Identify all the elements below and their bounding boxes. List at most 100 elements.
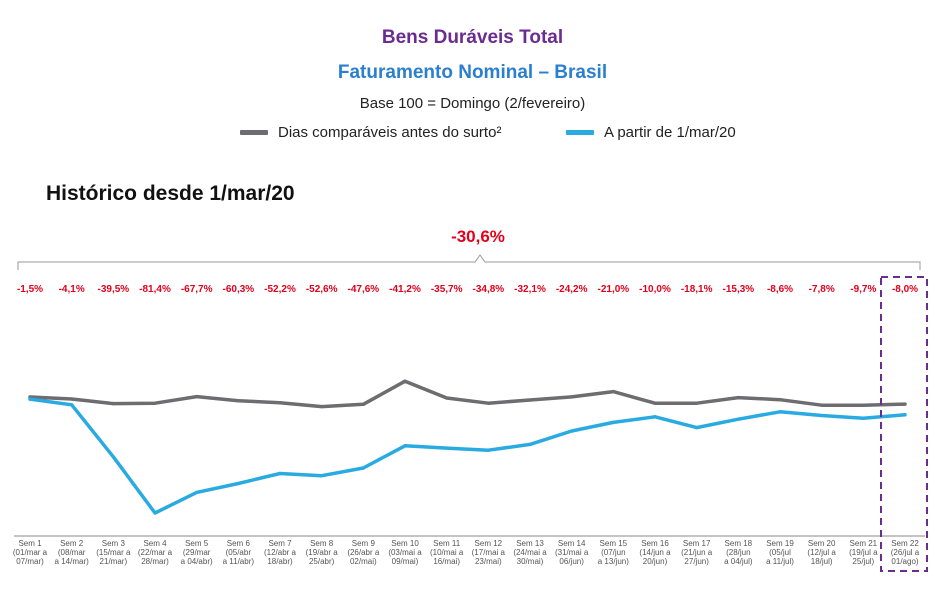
- data-point-after: [195, 490, 199, 494]
- total-bracket: [17, 254, 921, 270]
- data-point-before: [320, 404, 324, 409]
- weekly-change-label: -24,2%: [556, 284, 588, 295]
- section-title: Histórico desde 1/mar/20: [46, 182, 295, 205]
- data-point-before: [361, 402, 365, 406]
- data-point-after: [361, 466, 365, 470]
- data-point-after: [445, 446, 449, 450]
- data-point-before: [695, 401, 699, 405]
- data-point-before: [195, 394, 199, 399]
- weekly-change-label: -4,1%: [59, 284, 85, 295]
- data-point-before: [570, 395, 574, 399]
- weekly-change-label: -15,3%: [722, 284, 754, 295]
- data-point-after: [778, 410, 782, 414]
- x-tick-label: Sem 14 (31/mai a 06/jun): [555, 539, 589, 566]
- x-tick-label: Sem 16 (14/jun a 20/jun): [639, 539, 671, 566]
- weekly-change-label: -9,7%: [850, 284, 876, 295]
- x-tick-label: Sem 11 (10/mai a 16/mai): [430, 539, 464, 566]
- weekly-change-label: -34,8%: [472, 284, 504, 295]
- x-tick-label: Sem 5 (29/mar a 04/abr): [181, 539, 213, 566]
- weekly-change-label: -32,1%: [514, 284, 546, 295]
- x-tick-label: Sem 6 (05/abr a 11/abr): [223, 539, 255, 566]
- total-change-label: -30,6%: [451, 227, 505, 246]
- data-point-after: [528, 442, 532, 447]
- data-point-before: [153, 401, 157, 405]
- data-point-before: [820, 403, 824, 407]
- data-point-after: [861, 416, 865, 420]
- data-point-after: [695, 426, 699, 430]
- data-point-before: [653, 401, 657, 405]
- x-tick-label: Sem 7 (12/abr a 18/abr): [264, 539, 297, 566]
- data-point-after: [653, 415, 657, 419]
- data-point-after: [70, 403, 74, 407]
- data-point-after: [820, 413, 824, 418]
- data-point-after: [486, 448, 490, 452]
- legend-swatch-gray: [240, 130, 268, 135]
- data-point-before: [486, 401, 490, 405]
- weekly-change-label: -67,7%: [181, 284, 213, 295]
- weekly-change-label: -18,1%: [681, 284, 713, 295]
- legend-item-after: A partir de 1/mar/20: [566, 124, 736, 141]
- weekly-change-label: -52,2%: [264, 284, 296, 295]
- data-point-after: [403, 444, 407, 448]
- legend-swatch-blue: [566, 130, 594, 135]
- x-tick-label: Sem 12 (17/mai a 23/mai): [472, 539, 506, 566]
- data-point-after: [236, 481, 240, 486]
- x-tick-label: Sem 22 (26/jul a 01/ago): [891, 539, 920, 566]
- weekly-change-label: -8,6%: [767, 284, 793, 295]
- data-point-before: [528, 398, 532, 402]
- x-tick-label: Sem 18 (28/jun a 04/jul): [724, 539, 753, 566]
- weekly-change-label: -35,7%: [431, 284, 463, 295]
- legend-label-before: Dias comparáveis antes do surto²: [278, 124, 502, 141]
- weekly-change-label: -10,0%: [639, 284, 671, 295]
- weekly-change-label: -1,5%: [17, 284, 43, 295]
- data-point-after: [570, 429, 574, 433]
- x-tick-label: Sem 4 (22/mar a 28/mar): [138, 539, 173, 566]
- weekly-change-label: -47,6%: [347, 284, 379, 295]
- data-point-before: [736, 395, 740, 400]
- x-tick-label: Sem 19 (05/jul a 11/jul): [766, 539, 794, 566]
- data-point-before: [403, 379, 407, 383]
- data-point-before: [903, 402, 907, 406]
- x-tick-label: Sem 2 (08/mar a 14/mar): [55, 539, 90, 566]
- data-point-after: [611, 420, 615, 425]
- legend-item-before: Dias comparáveis antes do surto²: [240, 124, 501, 141]
- data-point-after: [153, 511, 157, 515]
- data-point-before: [236, 399, 240, 403]
- data-point-before: [111, 402, 115, 406]
- x-tick-label: Sem 20 (12/jul a 18/jul): [807, 539, 836, 566]
- data-point-after: [111, 455, 115, 459]
- weekly-change-label: -21,0%: [597, 284, 629, 295]
- weekly-change-label: -52,6%: [306, 284, 338, 295]
- x-tick-label: Sem 3 (15/mar a 21/mar): [96, 539, 131, 566]
- series-line-before: [28, 379, 907, 409]
- base-note: Base 100 = Domingo (2/fevereiro): [359, 95, 586, 112]
- x-tick-label: Sem 1 (01/mar a 07/mar): [13, 539, 48, 566]
- weekly-change-label: -81,4%: [139, 284, 171, 295]
- data-point-after: [278, 471, 282, 476]
- weekly-change-label: -41,2%: [389, 284, 421, 295]
- data-point-after: [903, 413, 907, 417]
- data-point-after: [736, 417, 740, 421]
- weekly-change-label: -39,5%: [97, 284, 129, 295]
- legend-label-after: A partir de 1/mar/20: [604, 124, 736, 141]
- data-point-before: [278, 401, 282, 405]
- chart-subtitle: Faturamento Nominal – Brasil: [337, 62, 608, 83]
- data-point-before: [778, 398, 782, 402]
- x-tick-label: Sem 8 (19/abr a 25/abr): [306, 539, 339, 566]
- data-point-before: [611, 390, 615, 394]
- data-point-before: [445, 396, 449, 400]
- weekly-change-label: -7,8%: [809, 284, 835, 295]
- x-tick-label: Sem 13 (24/mai a 30/mai): [513, 539, 547, 566]
- x-tick-label: Sem 17 (21/jun a 27/jun): [681, 539, 713, 566]
- x-tick-label: Sem 15 (07/jun a 13/jun): [598, 539, 629, 566]
- weekly-change-label: -8,0%: [892, 284, 918, 295]
- data-point-before: [70, 397, 74, 401]
- series-line-after: [28, 397, 907, 515]
- highlight-box: [880, 276, 928, 572]
- data-point-before: [861, 403, 865, 407]
- chart-title: Bens Duráveis Total: [381, 27, 564, 48]
- data-point-after: [28, 397, 32, 401]
- data-point-after: [320, 474, 324, 478]
- x-tick-label: Sem 21 (19/jul a 25/jul): [849, 539, 878, 566]
